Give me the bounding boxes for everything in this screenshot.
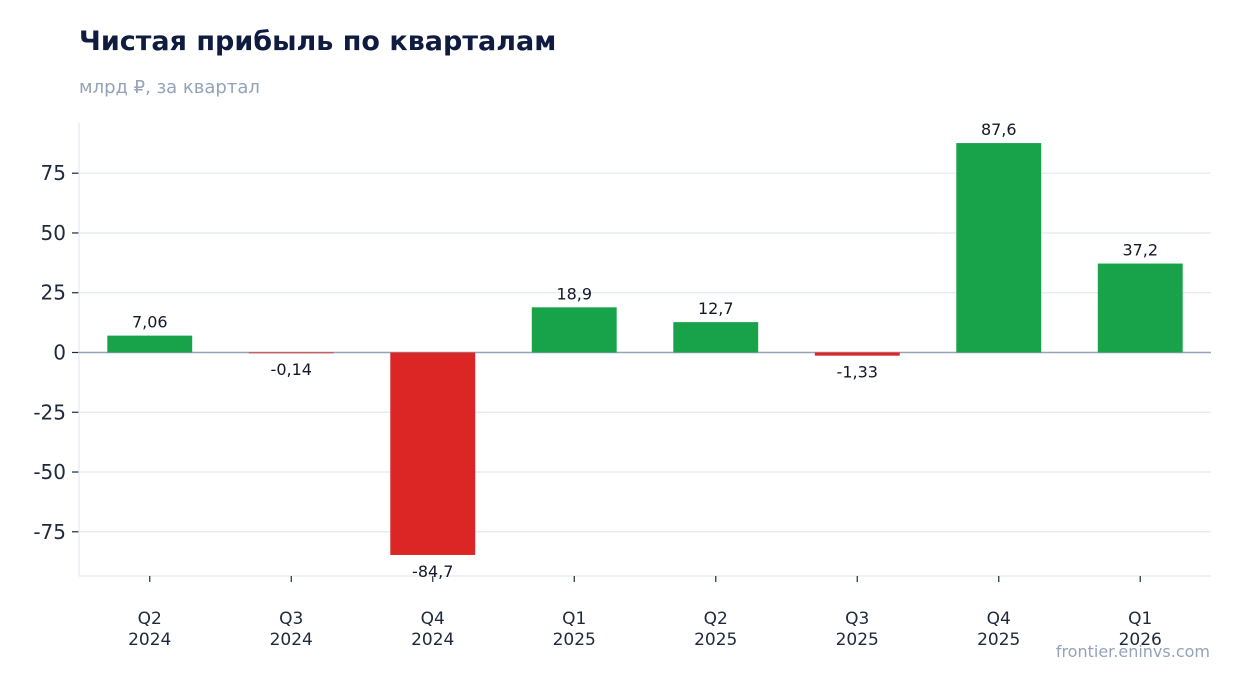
- bar: [956, 143, 1042, 353]
- y-tick-label: 0: [53, 340, 66, 364]
- bar-value-label: 87,6: [981, 120, 1017, 139]
- x-tick-label: 2024: [270, 630, 313, 650]
- y-tick-label: -75: [33, 520, 66, 544]
- bar: [531, 307, 617, 353]
- bar-value-label: 18,9: [556, 284, 592, 303]
- x-tick-label: 2025: [977, 630, 1020, 650]
- source-credit: frontier.eninvs.com: [1055, 642, 1210, 661]
- x-tick-label: Q2: [138, 609, 162, 629]
- bar: [248, 352, 334, 354]
- bar: [107, 335, 193, 353]
- y-tick-label: 25: [41, 281, 66, 305]
- bars: [107, 143, 1183, 555]
- x-tick-label: 2024: [128, 630, 171, 650]
- x-tick-label: Q3: [279, 609, 303, 629]
- y-tick-label: -50: [33, 460, 66, 484]
- y-tick-label: 50: [41, 221, 66, 245]
- x-tick-label: Q2: [704, 609, 728, 629]
- bar: [1097, 263, 1183, 353]
- data-labels: 7,06 -0,14 -84,7 18,9 12,7 -1,33 87,6 37,2: [132, 120, 1158, 581]
- x-tick-label: Q1: [562, 609, 586, 629]
- bar-value-label: 37,2: [1122, 241, 1158, 260]
- x-tick-label: 2026: [1119, 630, 1162, 650]
- x-tick-label: 2025: [553, 630, 596, 650]
- bar: [814, 352, 900, 356]
- x-tick-label: 2025: [836, 630, 879, 650]
- bar: [390, 352, 476, 555]
- bar: [673, 322, 759, 353]
- x-tick-label: Q3: [845, 609, 869, 629]
- y-tick-label: 75: [41, 161, 66, 185]
- bar-value-label: -1,33: [837, 363, 878, 382]
- x-tick-label: 2025: [694, 630, 737, 650]
- x-tick-label: Q4: [421, 609, 445, 629]
- x-tick-label: 2024: [411, 630, 454, 650]
- axes: -75-50-250255075Q22024Q32024Q42024Q12025…: [33, 123, 1211, 650]
- x-tick-label: Q4: [987, 609, 1011, 629]
- chart-subtitle: млрд ₽, за квартал: [79, 77, 260, 98]
- bar-value-label: -0,14: [271, 360, 312, 379]
- y-tick-label: -25: [33, 400, 66, 424]
- chart-title: Чистая прибыль по кварталам: [79, 26, 557, 57]
- bar-value-label: 12,7: [698, 299, 734, 318]
- bar-value-label: -84,7: [412, 562, 453, 581]
- bar-value-label: 7,06: [132, 313, 168, 332]
- x-tick-label: Q1: [1128, 609, 1152, 629]
